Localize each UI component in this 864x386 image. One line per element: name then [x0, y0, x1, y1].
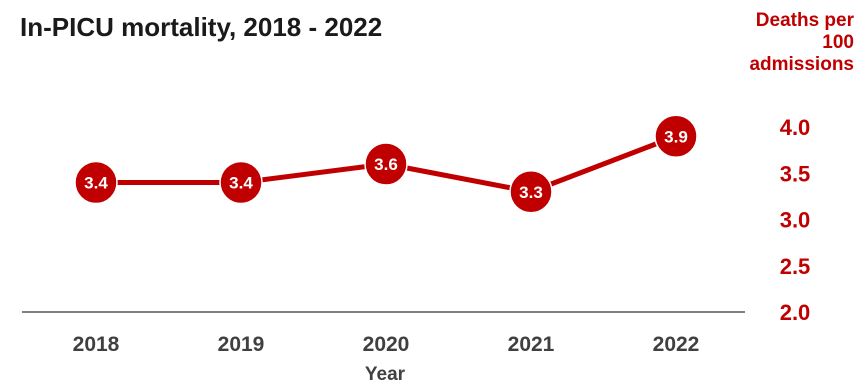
- y-axis-label: Deaths per 100 admissions: [749, 10, 854, 75]
- data-label: 3.4: [229, 174, 253, 193]
- y-tick-label: 3.5: [780, 161, 811, 186]
- y-tick-label: 3.0: [780, 208, 811, 233]
- data-point: [364, 142, 408, 186]
- x-tick-label: 2019: [218, 333, 265, 356]
- y-tick-label: 4.0: [780, 115, 811, 140]
- data-label: 3.9: [664, 127, 688, 146]
- x-tick-label: 2020: [363, 333, 410, 356]
- series-layer: 3.4 3.4 3.6 3.3 3.9: [74, 114, 698, 214]
- y-tick-label: 2.5: [780, 254, 811, 279]
- x-axis-label: Year: [364, 364, 406, 385]
- data-point: [74, 160, 118, 205]
- y-ticks: 2.0 2.5 3.0 3.5 4.0: [780, 115, 811, 325]
- data-label: 3.6: [374, 155, 398, 174]
- x-tick-label: 2021: [508, 333, 555, 356]
- data-label: 3.4: [84, 174, 108, 193]
- data-point: [509, 170, 553, 214]
- data-label: 3.3: [519, 183, 543, 202]
- x-tick-label: 2022: [653, 333, 700, 356]
- data-point: [654, 114, 698, 158]
- y-tick-label: 2.0: [780, 300, 811, 325]
- chart-title: In-PICU mortality, 2018 - 2022: [20, 12, 383, 42]
- x-ticks: 2018 2019 2020 2021 2022: [73, 333, 700, 356]
- x-tick-label: 2018: [73, 333, 120, 356]
- data-point: [219, 160, 263, 205]
